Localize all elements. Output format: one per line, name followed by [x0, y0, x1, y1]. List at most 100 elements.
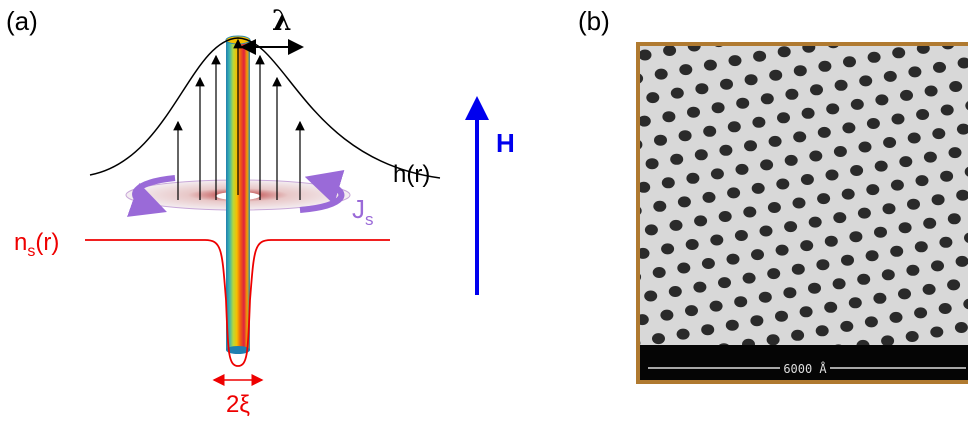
vortex-dot	[712, 102, 725, 113]
vortex-dot	[743, 273, 756, 284]
vortex-dot	[687, 107, 700, 118]
vortex-dot	[686, 173, 699, 184]
vortex-dot	[679, 64, 692, 75]
vortex-dot	[882, 269, 895, 280]
vortex-dot	[678, 196, 691, 207]
vortex-dot	[704, 60, 717, 71]
vortex-dot	[677, 329, 690, 340]
figure: (a) λ h(r) Js ns(r) 2ξ	[0, 0, 968, 431]
vortex-dot	[808, 283, 821, 294]
vortex-dot	[908, 133, 921, 144]
vortex-dot	[941, 105, 954, 116]
vortex-dot	[791, 330, 804, 341]
vortex-dot	[719, 145, 732, 156]
vortex-dot	[727, 254, 740, 265]
vortex-dot	[892, 47, 905, 58]
vortex-dot	[890, 246, 903, 257]
vortex-dot	[826, 103, 839, 114]
vortex-dot	[753, 51, 766, 62]
page: (a) λ h(r) Js ns(r) 2ξ	[0, 0, 968, 436]
vortex-dot	[816, 259, 829, 270]
vortex-dot	[718, 277, 731, 288]
vortex-dot	[669, 286, 682, 297]
vortex-dot	[859, 142, 872, 153]
field-profile-curve	[90, 38, 440, 178]
vortex-dot	[924, 152, 937, 163]
vortex-dot	[726, 320, 739, 331]
density-label: ns(r)	[14, 229, 59, 260]
vortex-dot	[686, 239, 699, 250]
vortex-dot	[948, 213, 961, 224]
vortex-dot	[868, 52, 881, 63]
vortex-dot	[652, 333, 665, 344]
vortex-dot	[775, 311, 788, 322]
vortex-dot	[760, 226, 773, 237]
lattice-image	[640, 46, 968, 380]
vortex-dot	[785, 89, 798, 100]
vortex-dot	[907, 199, 920, 210]
vortex-dot	[694, 215, 707, 226]
vortex-dot	[932, 194, 945, 205]
vortex-dot	[662, 111, 675, 122]
vortex-dot	[752, 183, 765, 194]
vortex-dot	[776, 245, 789, 256]
vortex-dot	[761, 93, 774, 104]
vortex-dot	[915, 241, 928, 252]
vortex-dot	[850, 165, 863, 176]
vortex-dot	[644, 291, 657, 302]
vortex-dot	[916, 175, 929, 186]
vortex-dot	[760, 159, 773, 170]
vortex-dot	[891, 180, 904, 191]
vortex-dot	[842, 189, 855, 200]
vortex-dot	[727, 187, 740, 198]
vortex-dot	[801, 174, 814, 185]
vortex-dot	[818, 127, 831, 138]
vortex-dot	[874, 227, 887, 238]
vortex-dot	[875, 94, 888, 105]
vortex-dot	[867, 118, 880, 129]
vortex-dot	[939, 237, 952, 248]
vortex-dot	[693, 282, 706, 293]
vortex-dot	[834, 146, 847, 157]
vortex-dot	[816, 325, 829, 336]
vortex-dot	[711, 168, 724, 179]
vortex-dot	[956, 256, 968, 267]
vortex-dot	[653, 267, 666, 278]
vortex-dot	[873, 293, 886, 304]
panel-label: (a)	[6, 6, 38, 36]
vortex-dot	[719, 211, 732, 222]
vortex-dot	[702, 258, 715, 269]
vortex-dot	[809, 217, 822, 228]
current-label: Js	[352, 194, 374, 229]
vortex-dot	[899, 156, 912, 167]
core-width-label: 2ξ	[226, 391, 250, 418]
vortex-dot	[898, 288, 911, 299]
vortex-dot	[908, 66, 921, 77]
vortex-dot	[818, 61, 831, 72]
vortex-dot	[858, 208, 871, 219]
panel-a: (a) λ h(r) Js ns(r) 2ξ	[6, 4, 515, 418]
vortex-dot	[752, 117, 765, 128]
vortex-dot	[728, 121, 741, 132]
vortex-dot	[883, 137, 896, 148]
vortex-dot	[769, 136, 782, 147]
lambda-label: λ	[272, 4, 292, 37]
vortex-dot	[857, 274, 870, 285]
vortex-dot	[645, 224, 658, 235]
vortex-dot	[884, 71, 897, 82]
vortex-dot	[783, 287, 796, 298]
vortex-dot	[734, 296, 747, 307]
vortex-dot	[701, 324, 714, 335]
scale-label: 6000 Å	[783, 361, 827, 376]
vortex-dot	[670, 154, 683, 165]
vortex-dot	[745, 74, 758, 85]
vortex-dot	[833, 212, 846, 223]
vortex-dot	[883, 203, 896, 214]
vortex-dot	[810, 84, 823, 95]
vortex-dot	[825, 236, 838, 247]
vortex-dot	[671, 88, 684, 99]
vortex-dot	[695, 149, 708, 160]
vortex-dot	[743, 207, 756, 218]
vortex-dot	[841, 255, 854, 266]
vortex-dot	[892, 114, 905, 125]
